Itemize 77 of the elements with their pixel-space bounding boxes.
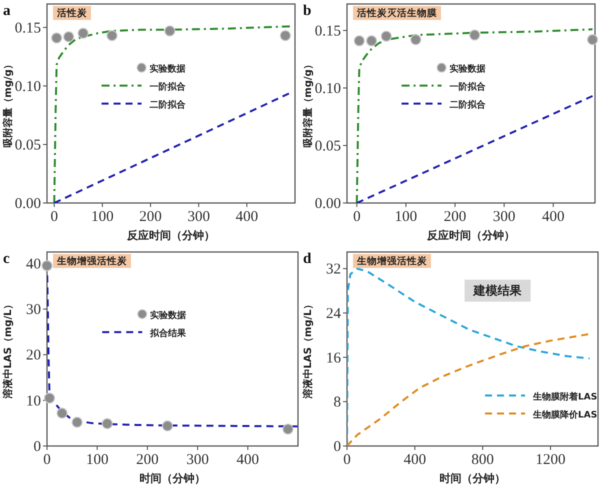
x-axis-title: 时间（分钟）: [440, 472, 506, 485]
y-tick-label: 0.15: [14, 20, 41, 36]
legend-label: 实验数据: [450, 64, 486, 75]
x-tick-label: 0: [353, 209, 361, 225]
point: [282, 424, 294, 435]
x-tick-label: 400: [236, 209, 258, 225]
annotation: 建模结果: [472, 284, 523, 298]
legend-label: 生物膜降价LAS: [532, 410, 598, 421]
text: c: [3, 251, 10, 267]
x-axis-title: 反应时间（分钟）: [426, 229, 515, 242]
y-tick-label: 8: [334, 394, 341, 411]
text: 活性炭: [56, 7, 88, 19]
legend-label: 实验数据: [150, 64, 186, 75]
x-tick-label: 300: [492, 209, 516, 225]
y-tick-label: 0.00: [14, 196, 41, 212]
legend-label: 生物膜附着LAS: [532, 392, 598, 403]
point: [72, 416, 83, 428]
point: [106, 30, 118, 42]
y-tick-label: 10: [26, 393, 41, 410]
y-axis-title: 溶液中LAS（mg/L）: [302, 300, 314, 400]
x-tick-label: 200: [139, 209, 162, 225]
text: 活性炭灭活生物膜: [356, 7, 438, 19]
y-axis-title: 溶液中LAS（mg/L）: [2, 300, 14, 400]
x-tick-label: 200: [136, 452, 159, 468]
point: [78, 28, 89, 39]
y-tick-label: 0.10: [314, 80, 341, 97]
text: d: [303, 251, 312, 267]
legend-label: 实验数据: [150, 310, 186, 322]
point: [102, 418, 113, 430]
y-tick-label: 0.00: [314, 196, 341, 212]
point: [63, 31, 74, 42]
y-tick-label: 0.05: [314, 138, 341, 154]
x-tick-label: 100: [91, 209, 114, 225]
x-tick-label: 200: [444, 209, 466, 225]
text: 生物增强活性炭: [56, 255, 128, 267]
y-tick-label: 0.15: [314, 23, 341, 40]
y-tick-label: 0.10: [14, 78, 41, 95]
y-tick-label: 24: [326, 306, 342, 322]
x-tick-label: 0: [43, 452, 51, 468]
point: [56, 408, 68, 419]
x-tick-label: 400: [404, 452, 426, 468]
legend-label: 一阶拟合: [150, 82, 187, 93]
point: [162, 420, 173, 432]
y-tick-label: 32: [326, 262, 341, 278]
legend-label: 一阶拟合: [450, 82, 487, 93]
y-tick-label: 0: [34, 439, 41, 455]
x-tick-label: 800: [471, 452, 494, 468]
point: [164, 25, 176, 36]
x-tick-label: 400: [542, 209, 565, 225]
y-axis-title: 吸附容量（mg/g）: [2, 59, 14, 148]
point: [51, 32, 62, 44]
legend-label: 二阶拟合: [450, 100, 487, 111]
x-axis-title: 反应时间（分钟）: [126, 229, 215, 242]
point: [42, 260, 52, 272]
point: [280, 30, 291, 42]
y-tick-label: 40: [26, 256, 41, 272]
x-tick-label: 300: [187, 209, 210, 225]
legend-label: 二阶拟合: [150, 100, 187, 111]
x-axis-title: 时间（分钟）: [140, 472, 206, 485]
y-tick-label: 16: [326, 350, 342, 366]
x-tick-label: 400: [236, 452, 260, 468]
y-tick-label: 20: [26, 348, 41, 364]
text: b: [303, 3, 312, 19]
x-tick-label: 300: [186, 452, 209, 468]
x-tick-label: 100: [394, 209, 418, 225]
text: a: [3, 3, 11, 19]
y-tick-label: 0: [334, 439, 341, 455]
x-tick-label: 0: [50, 209, 58, 225]
x-tick-label: 1200: [536, 452, 566, 468]
x-tick-label: 100: [86, 452, 108, 468]
point: [44, 392, 56, 404]
y-tick-label: 30: [26, 302, 41, 318]
chart-title: 生物增强活性炭: [356, 255, 428, 267]
y-tick-label: 0.05: [14, 137, 41, 154]
y-axis-title: 吸附容量（mg/g）: [302, 59, 314, 148]
legend-label: 拟合结果: [149, 328, 188, 340]
line-series: [356, 28, 594, 203]
